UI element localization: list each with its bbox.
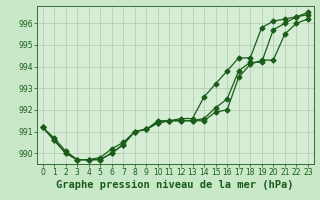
X-axis label: Graphe pression niveau de la mer (hPa): Graphe pression niveau de la mer (hPa): [56, 180, 294, 190]
